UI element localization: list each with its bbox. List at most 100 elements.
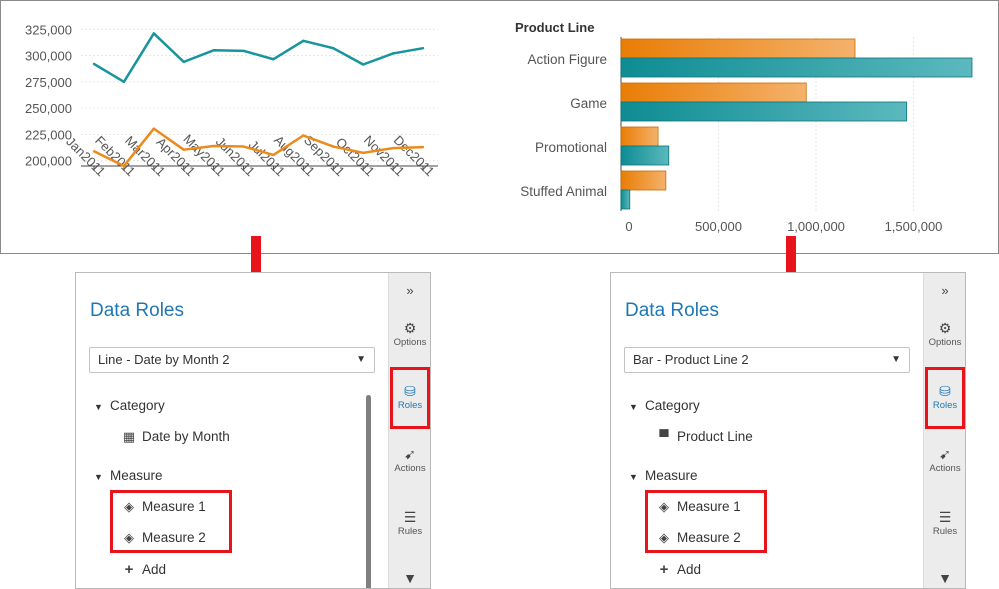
category-item-label: Date by Month [142,429,230,444]
sidebar-item-filters[interactable]: ▼ [924,569,965,587]
measure-item-1[interactable]: ◈ Measure 1 [120,499,206,515]
sidebar-item-actions[interactable]: ➹ Actions [389,445,430,474]
options-icon: ⚙ [403,320,417,336]
category-label: Action Figure [527,52,607,67]
data-roles-panel-line: Data Roles Line - Date by Month 2 ▼ ▼ Cat… [75,272,431,589]
x-tick-label: 500,000 [695,219,742,234]
scrollbar[interactable] [366,395,371,588]
bar [620,57,973,78]
charts-screenshot: 325,000 300,000 275,000 250,000 225,000 200,0… [0,0,999,254]
dropdown-value: Bar - Product Line 2 [633,352,749,367]
sidebar-item-roles[interactable]: ⛁ Roles [389,382,430,411]
category-label: Category [110,398,165,413]
data-point [92,62,96,66]
data-point [242,145,245,148]
data-point [182,60,185,64]
object-select-dropdown[interactable]: Bar - Product Line 2 ▼ [624,347,910,373]
measure-group[interactable]: ▼ Measure [629,468,698,483]
measure-group[interactable]: ▼ Measure [94,468,163,483]
category-item[interactable]: ▀ Product Line [655,429,753,444]
caret-down-icon[interactable]: ▼ [891,354,901,365]
actions-icon: ➹ [404,446,416,462]
data-point [421,145,425,149]
data-point [152,127,156,130]
data-point [421,46,425,50]
category-label: Game [570,96,607,111]
plus-icon: + [659,561,669,578]
sidebar-item-label: Roles [397,400,423,411]
sidebar-item-label: Options [393,337,427,348]
roles-highlight [390,367,430,429]
category-item-label: Product Line [677,429,753,444]
bar [620,101,908,122]
data-point [242,49,245,53]
bar [620,145,670,166]
expand-triangle-icon[interactable]: ▼ [629,402,638,412]
actions-icon: ➹ [939,446,951,462]
caret-down-icon[interactable]: ▼ [356,354,366,365]
panel-content: Data Roles Line - Date by Month 2 ▼ ▼ Cat… [76,273,390,588]
bar [620,170,667,191]
add-label: Add [677,562,702,577]
sidebar-item-rules[interactable]: ☰ Rules [924,508,965,537]
y-tick-label: 200,000 [25,154,72,169]
sidebar-item-label: Rules [932,526,958,537]
plus-icon: + [124,561,134,578]
collapse-icon[interactable]: » [941,283,949,298]
data-point [122,164,126,168]
measure-item-2[interactable]: ◈ Measure 2 [120,530,206,546]
sidebar-item-filters[interactable]: ▼ [389,569,430,587]
rules-icon: ☰ [938,509,952,525]
category-item[interactable]: ▦ Date by Month [120,429,230,445]
bar [620,126,659,147]
expand-triangle-icon[interactable]: ▼ [94,472,103,482]
sidebar-item-label: Roles [932,400,958,411]
category-group[interactable]: ▼ Category [94,398,165,413]
series-line [93,32,424,84]
rules-icon: ☰ [403,509,417,525]
sidebar-item-options[interactable]: ⚙ Options [389,319,430,348]
y-tick-label: 275,000 [25,75,72,90]
data-point [302,134,305,137]
charts-canvas: 325,000 300,000 275,000 250,000 225,000 200,0… [25,20,973,234]
data-point [212,49,215,52]
x-tick-label: 1,000,000 [787,219,845,234]
data-point [391,146,395,150]
sidebar-item-options[interactable]: ⚙ Options [924,319,965,348]
roles-icon: ⛁ [939,383,951,399]
bar [620,189,631,210]
expand-triangle-icon[interactable]: ▼ [94,402,103,412]
measure-icon: ◈ [124,530,134,545]
measures-highlight [645,490,767,553]
measure-item-1[interactable]: ◈ Measure 1 [655,499,741,515]
category-label: Stuffed Animal [520,184,607,199]
y-tick-label: 300,000 [25,49,72,64]
object-select-dropdown[interactable]: Line - Date by Month 2 ▼ [89,347,375,373]
bar [620,38,856,59]
sidebar-item-actions[interactable]: ➹ Actions [924,445,965,474]
sidebar-item-roles[interactable]: ⛁ Roles [924,382,965,411]
sidebar-item-label: Actions [394,463,426,474]
sidebar-item-rules[interactable]: ☰ Rules [389,508,430,537]
collapse-icon[interactable]: » [406,283,414,298]
measure-item-2[interactable]: ◈ Measure 2 [655,530,741,546]
add-button[interactable]: + Add [120,561,166,578]
measure-label: Measure [645,468,698,483]
measure-icon: ◈ [659,530,669,545]
data-point [332,145,335,148]
right-sidebar: » ⚙ Options ⛁ Roles ➹ Actions ☰ Rules ▼ [388,273,430,588]
data-roles-panel-bar: Data Roles Bar - Product Line 2 ▼ ▼ Categ… [610,272,966,589]
dropdown-value: Line - Date by Month 2 [98,352,230,367]
measure-item-label: Measure 2 [142,530,206,545]
panel-title: Data Roles [90,300,184,321]
expand-triangle-icon[interactable]: ▼ [629,472,638,482]
measure-item-label: Measure 2 [677,530,741,545]
measure-item-label: Measure 1 [142,499,206,514]
sidebar-item-label: Rules [397,526,423,537]
bar [620,82,807,103]
x-tick-label: 0 [625,219,632,234]
add-button[interactable]: + Add [655,561,701,578]
category-group[interactable]: ▼ Category [629,398,700,413]
data-point [92,150,96,153]
data-point [182,148,185,151]
